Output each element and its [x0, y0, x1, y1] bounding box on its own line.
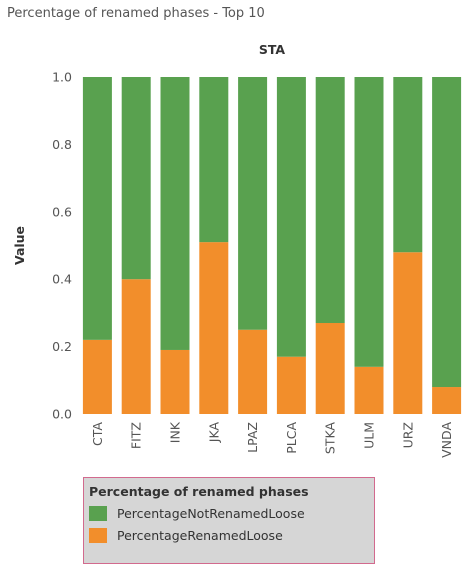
bar-segment-not-renamed	[121, 77, 151, 280]
y-tick-label: 0.8	[52, 137, 72, 152]
x-tick-label: URZ	[400, 422, 415, 448]
legend-title: Percentage of renamed phases	[89, 484, 309, 499]
x-tick-label: INK	[168, 421, 183, 443]
bar-segment-renamed	[354, 366, 384, 414]
bar-segment-renamed	[276, 356, 306, 414]
bar-segment-not-renamed	[276, 77, 306, 357]
bar-segment-not-renamed	[432, 77, 462, 388]
legend-item-not-renamed[interactable]: PercentageNotRenamedLoose	[89, 502, 369, 524]
bar-segment-renamed	[199, 242, 229, 414]
bar-segment-renamed	[315, 323, 345, 414]
bar-segment-not-renamed	[354, 77, 384, 367]
bar-segment-renamed	[160, 349, 190, 414]
legend-label-not-renamed: PercentageNotRenamedLoose	[117, 505, 305, 521]
page-title: Percentage of renamed phases - Top 10	[7, 6, 265, 21]
bar-segment-not-renamed	[82, 77, 112, 340]
legend-swatch-not-renamed	[89, 505, 107, 521]
y-tick-label: 0.4	[52, 272, 72, 287]
y-tick-label: 1.0	[52, 70, 72, 85]
bar-segment-renamed	[238, 329, 268, 414]
bar-segment-renamed	[82, 339, 112, 414]
bar-segment-not-renamed	[393, 77, 423, 253]
x-tick-label: JKA	[206, 422, 221, 444]
x-tick-label: STKA	[323, 422, 338, 455]
x-tick-label: CTA	[90, 422, 105, 446]
bar-segment-renamed	[393, 252, 423, 414]
x-tick-label: LPAZ	[245, 422, 260, 453]
y-tick-label: 0.6	[52, 204, 72, 219]
legend: Percentage of renamed phases PercentageN…	[83, 477, 375, 564]
stacked-bar-chart: STA Value 0.0 0.2 0.4 0.6 0.8 1.0 CTA FITZ INK JKA L…	[12, 42, 462, 458]
y-axis-label: Value	[12, 226, 27, 265]
bar-segment-not-renamed	[315, 77, 345, 324]
legend-item-renamed[interactable]: PercentageRenamedLoose	[89, 524, 369, 546]
bar-segment-renamed	[121, 279, 151, 414]
legend-label-renamed: PercentageRenamedLoose	[117, 527, 283, 543]
column-header: STA	[259, 42, 286, 57]
x-tick-label: VNDA	[439, 422, 454, 458]
x-tick-label: PLCA	[284, 422, 299, 454]
bar-segment-not-renamed	[160, 77, 190, 350]
x-tick-label: FITZ	[129, 422, 144, 449]
x-tick-label: ULM	[362, 422, 377, 449]
y-tick-label: 0.0	[52, 407, 72, 422]
bar-segment-renamed	[432, 387, 462, 414]
bar-segment-not-renamed	[199, 77, 229, 243]
bar-segment-not-renamed	[238, 77, 268, 330]
y-tick-label: 0.2	[52, 339, 72, 354]
legend-swatch-renamed	[89, 527, 107, 543]
